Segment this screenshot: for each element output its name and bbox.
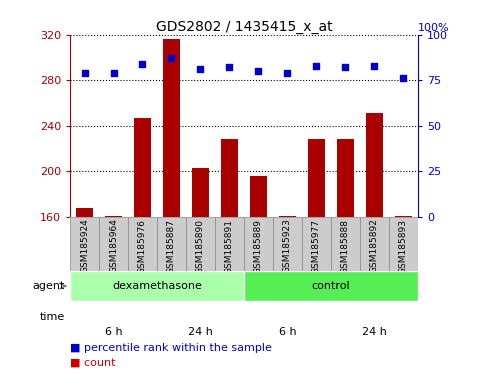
Bar (157, 217, 186, 271)
Point (226, 65, 233, 71)
Bar (99, 217, 128, 271)
Bar (128, 217, 157, 271)
Bar (308, 139, 325, 217)
Text: time: time (40, 312, 65, 322)
Bar (366, 113, 383, 217)
Point (341, 65, 349, 71)
Text: GSM185924: GSM185924 (80, 218, 89, 273)
Text: 24 h: 24 h (188, 327, 213, 337)
Bar (360, 217, 389, 271)
Bar (331, 217, 360, 271)
Bar (163, 39, 180, 217)
Text: dexamethasone: dexamethasone (112, 281, 202, 291)
Text: GSM185893: GSM185893 (399, 218, 408, 273)
Point (110, 70, 117, 76)
Point (255, 68, 262, 74)
Bar (70, 271, 244, 301)
Bar (70, 217, 99, 271)
Bar (395, 216, 412, 217)
Text: GSM185887: GSM185887 (167, 218, 176, 273)
Bar (244, 271, 418, 301)
Bar (302, 217, 331, 271)
Point (197, 66, 204, 72)
Bar (279, 216, 296, 217)
Bar (105, 216, 122, 217)
Title: GDS2802 / 1435415_x_at: GDS2802 / 1435415_x_at (156, 20, 332, 33)
Text: 100%: 100% (418, 23, 449, 33)
Bar (337, 139, 354, 217)
Text: 6 h: 6 h (279, 327, 296, 337)
Text: GSM185976: GSM185976 (138, 218, 147, 273)
Text: GSM185891: GSM185891 (225, 218, 234, 273)
Bar (134, 118, 151, 217)
Text: GSM185889: GSM185889 (254, 218, 263, 273)
Point (168, 55, 175, 61)
Text: ■ count: ■ count (70, 358, 115, 368)
Text: control: control (312, 281, 350, 291)
Bar (250, 176, 267, 217)
Text: GSM185923: GSM185923 (283, 218, 292, 273)
Text: ■ percentile rank within the sample: ■ percentile rank within the sample (70, 343, 272, 353)
Bar (244, 217, 273, 271)
Point (399, 75, 407, 81)
Point (139, 61, 146, 67)
Text: GSM185888: GSM185888 (341, 218, 350, 273)
Text: agent: agent (33, 281, 65, 291)
Bar (221, 139, 238, 217)
Bar (192, 168, 209, 217)
Text: GSM185964: GSM185964 (109, 218, 118, 273)
Point (81, 70, 88, 76)
Bar (389, 217, 418, 271)
Text: 6 h: 6 h (105, 327, 122, 337)
Point (370, 63, 378, 69)
Text: GSM185892: GSM185892 (370, 218, 379, 273)
Text: GSM185977: GSM185977 (312, 218, 321, 273)
Bar (76, 208, 93, 217)
Text: 24 h: 24 h (362, 327, 387, 337)
Bar (215, 217, 244, 271)
Point (284, 70, 291, 76)
Point (313, 63, 320, 69)
Text: GSM185890: GSM185890 (196, 218, 205, 273)
Bar (186, 217, 215, 271)
Bar (273, 217, 302, 271)
